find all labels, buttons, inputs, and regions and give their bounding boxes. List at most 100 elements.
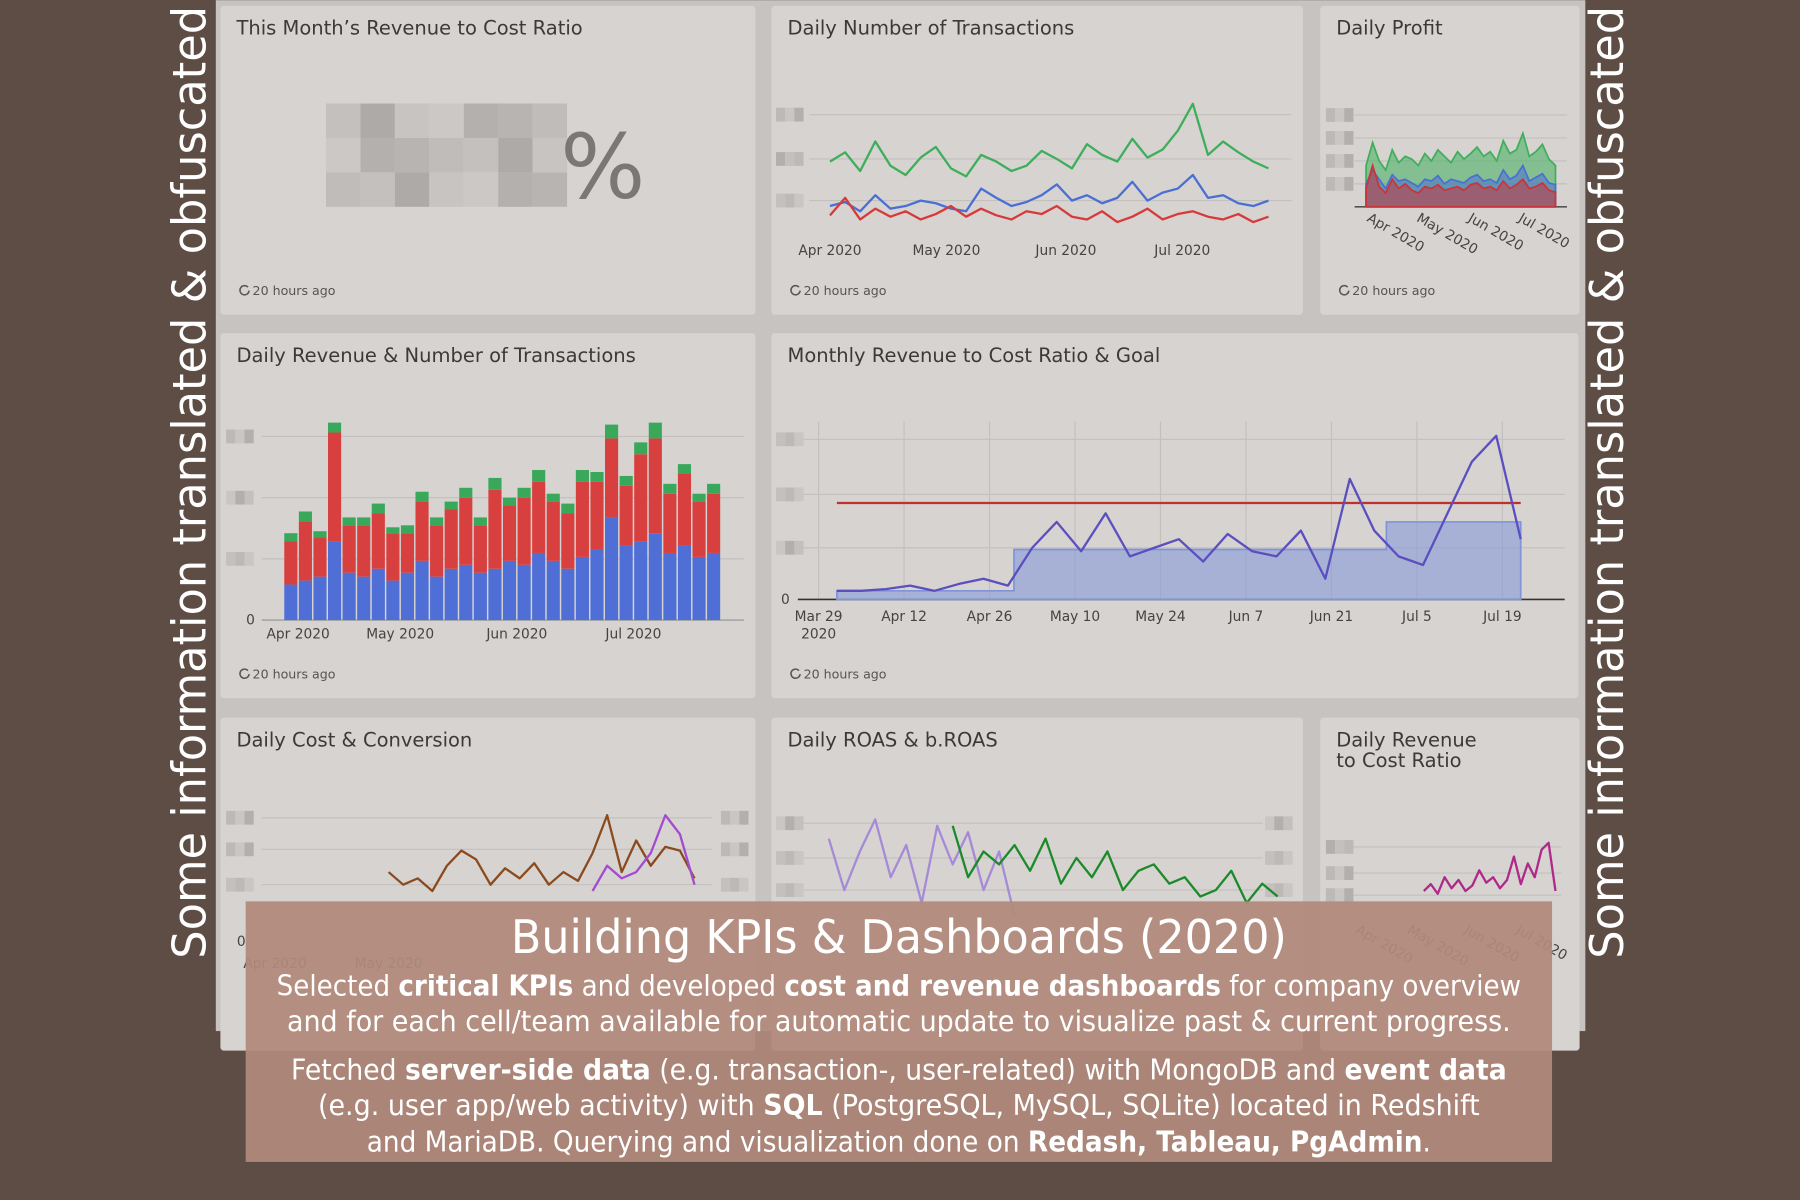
obfuscated-label — [794, 883, 804, 897]
obfuscated-value — [429, 172, 464, 207]
bar-segment — [313, 576, 327, 621]
obfuscated-label — [776, 152, 786, 166]
text: . — [1423, 1125, 1431, 1159]
data-line — [829, 196, 1269, 224]
bar-segment — [546, 501, 560, 561]
y-tick-label: 0 — [237, 934, 246, 950]
text: (e.g. user app/web activity) with — [318, 1088, 763, 1122]
panel-title: Daily Revenue — [1336, 728, 1476, 751]
obfuscated-label — [244, 842, 254, 857]
obfuscated-label — [1325, 154, 1336, 168]
obfuscated-value — [532, 103, 568, 138]
updated-time: 20 hours ago — [253, 667, 336, 682]
bar-segment — [502, 560, 517, 621]
bar-segment — [328, 541, 342, 621]
overlay-line: Selected critical KPIs and developed cos… — [277, 968, 1521, 1002]
obfuscated-label — [794, 152, 804, 166]
bar-segment — [561, 568, 575, 621]
bar-segment — [298, 521, 312, 581]
obfuscated-label — [794, 851, 804, 865]
obfuscated-label — [794, 540, 804, 555]
obfuscated-label — [1283, 883, 1293, 897]
bar-segment — [619, 545, 633, 621]
obfuscated-label — [1325, 108, 1336, 122]
obfuscated-label — [1283, 851, 1293, 865]
obfuscated-value — [360, 137, 395, 173]
obfuscated-label — [1335, 154, 1345, 168]
panel-title: Daily Cost & Conversion — [236, 728, 472, 751]
obfuscated-value — [498, 172, 533, 207]
bar-segment — [590, 472, 604, 482]
obfuscated-label — [785, 816, 795, 831]
text: (PostgreSQL, MySQL, SQLite) located in R… — [823, 1088, 1480, 1122]
obfuscated-label — [1344, 888, 1354, 903]
obfuscated-label — [1325, 176, 1336, 191]
bar-segment — [517, 497, 531, 565]
overlay-line: and for each cell/team available for aut… — [287, 1004, 1511, 1038]
bar-segment — [692, 493, 706, 502]
text: Fetched — [291, 1052, 405, 1086]
bar-segment — [692, 501, 706, 557]
overlay-line: (e.g. user app/web activity) with SQL (P… — [318, 1088, 1480, 1122]
obfuscated-label — [1335, 131, 1345, 145]
data-line — [829, 173, 1269, 213]
obfuscated-value — [326, 103, 361, 138]
bar-segment — [444, 568, 458, 621]
x-tick-label: Jun 21 — [1309, 609, 1353, 625]
obfuscated-label — [776, 851, 786, 865]
obfuscated-label — [244, 551, 254, 566]
bar-segment — [590, 549, 604, 621]
panel-title: Daily Profit — [1336, 17, 1443, 40]
obfuscated-label — [1344, 176, 1354, 191]
bold-text: SQL — [763, 1088, 822, 1122]
text: Selected — [277, 968, 399, 1002]
obfuscated-label — [794, 487, 804, 502]
obfuscated-value — [463, 103, 499, 138]
obfuscated-value — [394, 172, 430, 207]
x-tick-label: May 2020 — [366, 626, 434, 642]
bar-segment — [707, 493, 721, 553]
obfuscated-label — [226, 429, 236, 444]
obfuscated-label — [1344, 154, 1354, 168]
obfuscated-label — [785, 432, 795, 447]
bar-segment — [328, 422, 342, 433]
obfuscated-label — [794, 193, 804, 208]
x-tick-label: Jul 5 — [1401, 609, 1432, 625]
panel-card — [771, 5, 1303, 315]
obfuscated-label — [1274, 851, 1284, 865]
bar-segment — [619, 485, 633, 546]
bar-segment — [371, 513, 385, 569]
updated-time: 20 hours ago — [804, 667, 887, 682]
text: for company overview — [1221, 968, 1521, 1002]
obfuscated-label — [235, 551, 245, 566]
bar-segment — [357, 525, 371, 577]
bar-segment — [634, 541, 648, 621]
text: and developed — [573, 968, 784, 1002]
refresh-icon — [1338, 284, 1350, 296]
obfuscated-value — [394, 103, 430, 138]
bar-segment — [284, 533, 298, 542]
bar-segment — [459, 487, 473, 498]
x-tick-label: Jun 2020 — [485, 626, 547, 642]
obfuscated-label — [720, 877, 731, 892]
obfuscated-label — [244, 877, 254, 892]
bar-segment — [473, 525, 487, 573]
obfuscated-label — [235, 490, 245, 505]
x-tick-label: Jun 7 — [1228, 609, 1264, 625]
bar-segment — [459, 564, 473, 621]
panel-title: This Month’s Revenue to Cost Ratio — [235, 17, 582, 40]
bold-text: cost and revenue dashboards — [784, 968, 1221, 1002]
bar-segment — [488, 568, 502, 621]
bar-segment — [692, 556, 706, 621]
overlay-line: and MariaDB. Querying and visualization … — [367, 1125, 1431, 1159]
obfuscated-label — [1274, 883, 1284, 897]
bar-segment — [357, 576, 371, 621]
bar-segment — [605, 438, 619, 518]
x-tick-label: Apr 12 — [881, 609, 927, 625]
updated-time: 20 hours ago — [804, 283, 887, 298]
x-tick-label: Mar 29 — [795, 609, 843, 625]
bar-segment — [663, 552, 677, 621]
refresh-icon — [790, 668, 801, 679]
obfuscated-value — [498, 103, 533, 138]
obfuscated-label — [776, 883, 786, 897]
